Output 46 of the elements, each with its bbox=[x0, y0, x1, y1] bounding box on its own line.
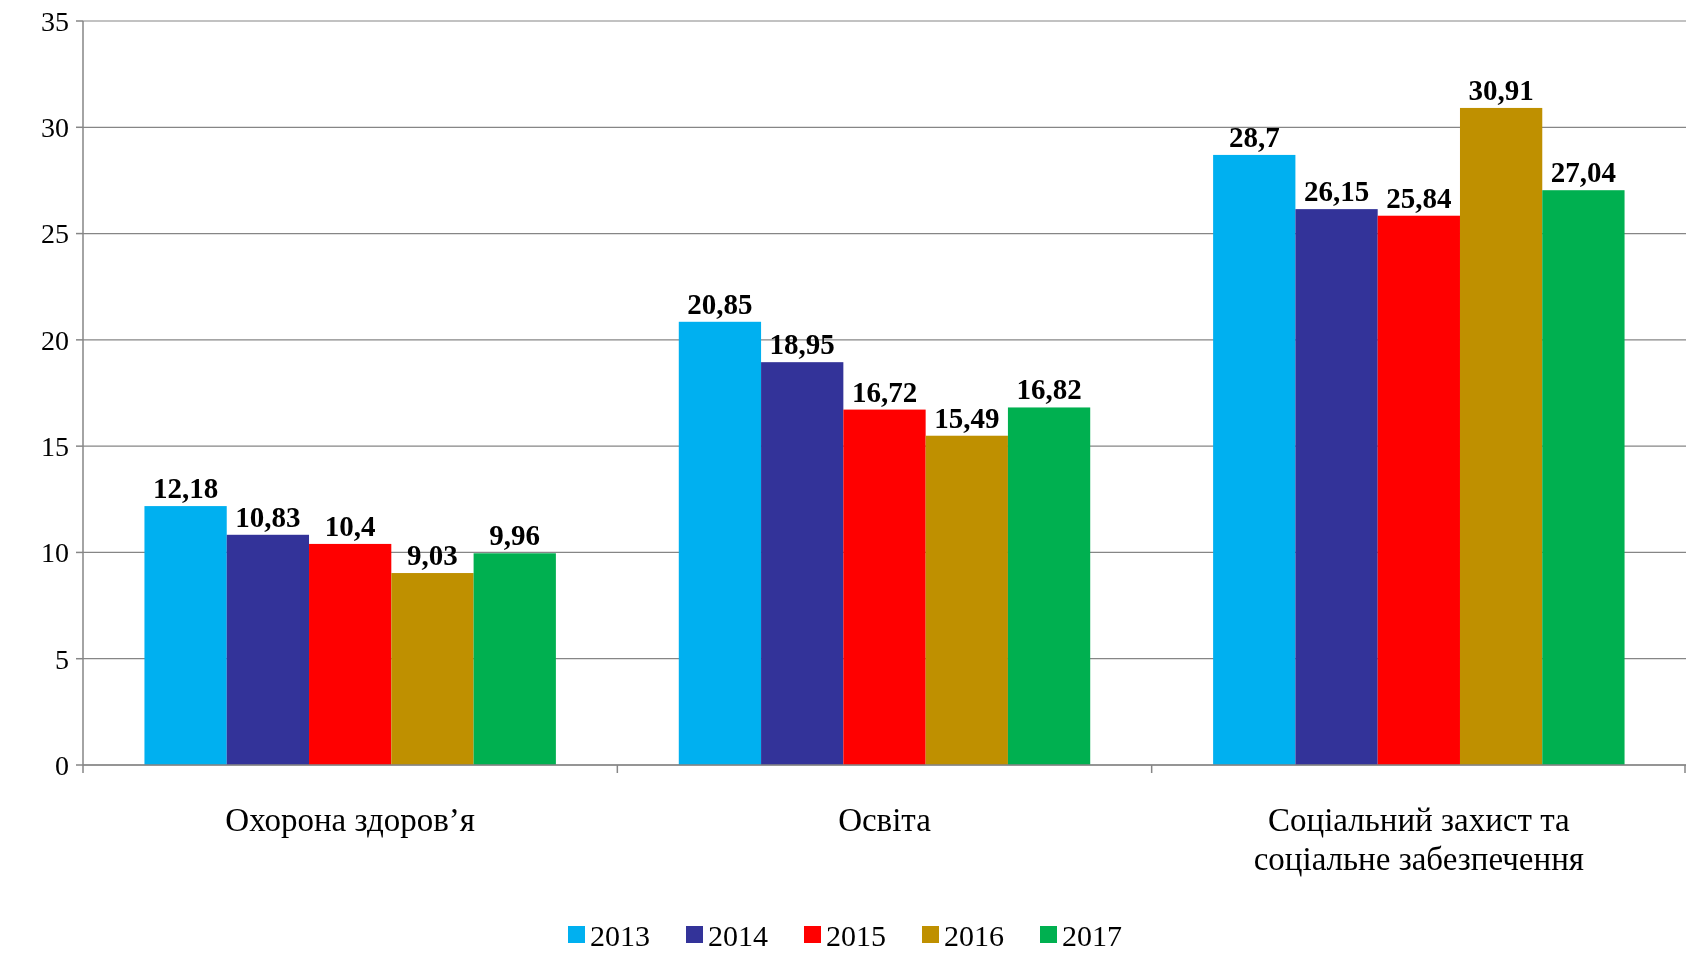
bar bbox=[144, 506, 227, 765]
data-label: 15,49 bbox=[934, 401, 1000, 434]
y-tick-label: 30 bbox=[41, 112, 69, 144]
data-label: 16,72 bbox=[851, 375, 918, 408]
x-tick-label: Охорона здоров’я bbox=[225, 802, 475, 838]
legend-label: 2015 bbox=[826, 919, 886, 952]
data-label: 10,4 bbox=[324, 509, 376, 542]
bar bbox=[761, 362, 844, 765]
data-label: 12,18 bbox=[152, 472, 219, 505]
legend-label: 2014 bbox=[708, 919, 768, 952]
y-tick-label: 5 bbox=[55, 643, 69, 675]
bar bbox=[1007, 407, 1091, 765]
bar bbox=[1459, 107, 1543, 765]
data-label: 28,7 bbox=[1228, 120, 1280, 153]
data-label: 26,15 bbox=[1303, 175, 1370, 208]
bar bbox=[226, 534, 310, 765]
bar bbox=[1213, 154, 1296, 765]
y-tick-label: 25 bbox=[41, 218, 69, 250]
bar bbox=[391, 573, 474, 765]
legend-label: 2013 bbox=[590, 919, 650, 952]
y-tick-label: 20 bbox=[41, 324, 69, 356]
y-tick-label: 10 bbox=[41, 537, 69, 569]
bar bbox=[1295, 209, 1378, 765]
bar bbox=[1377, 215, 1460, 765]
x-tick-label: Освіта bbox=[838, 802, 932, 838]
y-tick-label: 15 bbox=[41, 430, 69, 462]
legend-label: 2017 bbox=[1062, 919, 1122, 952]
y-tick-label: 35 bbox=[41, 5, 69, 37]
data-label: 30,91 bbox=[1468, 73, 1534, 106]
y-tick-label: 0 bbox=[55, 749, 69, 781]
x-tick-label: Соціальний захист та соціальне забезпечення bbox=[1253, 802, 1585, 877]
data-label: 18,95 bbox=[769, 328, 835, 361]
data-label: 20,85 bbox=[687, 287, 753, 320]
data-label: 9,03 bbox=[407, 539, 458, 572]
bar bbox=[678, 321, 762, 765]
bar bbox=[309, 543, 392, 765]
bar bbox=[925, 435, 1008, 765]
data-label: 27,04 bbox=[1550, 156, 1617, 189]
data-label: 10,83 bbox=[235, 500, 301, 533]
bar bbox=[1542, 190, 1625, 765]
data-label: 16,82 bbox=[1016, 373, 1082, 406]
legend-label: 2016 bbox=[944, 919, 1004, 952]
bar bbox=[843, 409, 926, 765]
bar bbox=[473, 553, 556, 765]
data-label: 9,96 bbox=[489, 519, 541, 552]
data-label: 25,84 bbox=[1386, 181, 1452, 214]
